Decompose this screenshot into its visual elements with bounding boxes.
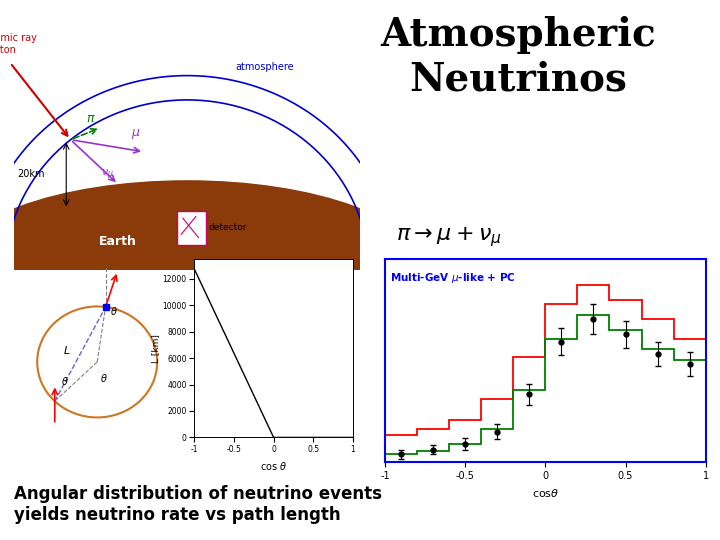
Text: $\mu$: $\mu$ — [131, 127, 140, 141]
Y-axis label: L [km]: L [km] — [150, 334, 160, 363]
Text: detector: detector — [209, 224, 247, 232]
Text: atmosphere: atmosphere — [235, 62, 294, 71]
Text: Earth: Earth — [99, 235, 137, 248]
Text: $\theta$: $\theta$ — [100, 372, 108, 383]
Text: $\nu_{\mu}$: $\nu_{\mu}$ — [101, 167, 114, 182]
X-axis label: cos $\theta$: cos $\theta$ — [260, 460, 287, 471]
Ellipse shape — [0, 181, 425, 359]
Text: Atmospheric
Neutrinos: Atmospheric Neutrinos — [381, 16, 656, 98]
Text: $\theta$: $\theta$ — [110, 305, 118, 318]
Text: $\theta$: $\theta$ — [60, 375, 68, 387]
Text: $\pi$: $\pi$ — [86, 112, 96, 125]
Text: cosmic ray
proton: cosmic ray proton — [0, 33, 37, 55]
Text: 20km: 20km — [17, 170, 45, 179]
FancyBboxPatch shape — [177, 211, 206, 245]
X-axis label: cos$\theta$: cos$\theta$ — [532, 487, 559, 499]
Text: Multi-GeV $\mu$-like + PC: Multi-GeV $\mu$-like + PC — [390, 271, 516, 285]
Text: $\mu \rightarrow e + \nu_{\mu} + \nu_{e}$: $\mu \rightarrow e + \nu_{\mu} + \nu_{e}… — [436, 301, 592, 325]
Text: $L$: $L$ — [63, 344, 71, 356]
Text: $\pi \rightarrow \mu + \nu_{\mu}$: $\pi \rightarrow \mu + \nu_{\mu}$ — [396, 226, 502, 249]
Text: Angular distribution of neutrino events
yields neutrino rate vs path length: Angular distribution of neutrino events … — [14, 485, 382, 524]
